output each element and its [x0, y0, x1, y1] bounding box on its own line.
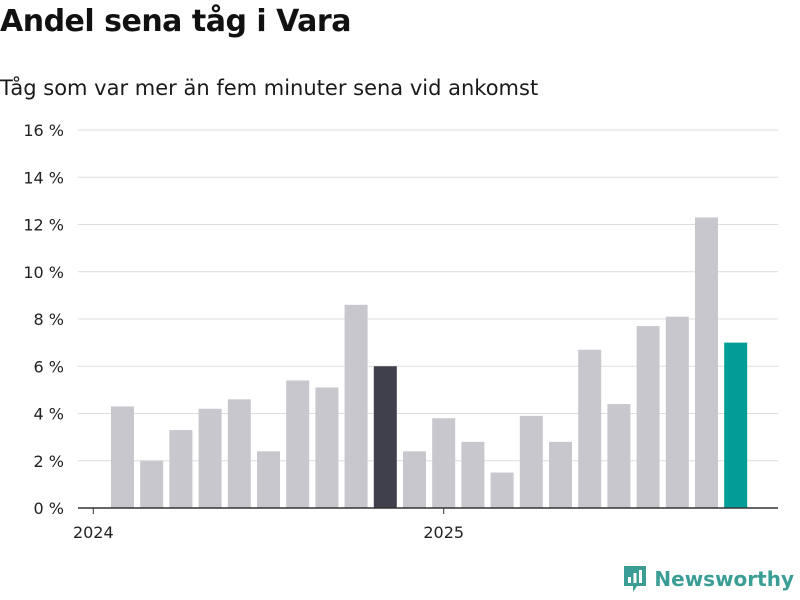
- bar-2024-05: [227, 399, 251, 508]
- bar-2024-03: [169, 430, 193, 508]
- x-axis: 2024 2025: [73, 507, 778, 542]
- bar-2024-08: [315, 387, 339, 508]
- bar-2025-08: [665, 316, 689, 508]
- chart-subtitle: Tåg som var mer än fem minuter sena vid …: [0, 76, 539, 100]
- bar-2025-06: [607, 404, 631, 508]
- bar-2025-04: [549, 441, 572, 508]
- bar-2024-07: [286, 380, 310, 508]
- bar-2024-02: [140, 460, 164, 508]
- y-tick-label: 4 %: [34, 405, 64, 424]
- newsworthy-logo: Newsworthy: [622, 564, 794, 594]
- x-tick-label: 2025: [423, 523, 464, 542]
- y-tick-label: 14 %: [23, 168, 64, 187]
- bar-2024-06: [257, 451, 280, 508]
- y-tick-label: 16 %: [23, 121, 64, 140]
- y-tick-label: 12 %: [23, 216, 64, 235]
- y-tick-label: 2 %: [34, 452, 64, 471]
- bar-2025-01: [461, 441, 485, 508]
- newsworthy-logo-icon: [624, 566, 647, 592]
- y-axis-ticks: 0 % 2 % 4 % 6 % 8 % 10 % 12 % 14 % 16 %: [23, 121, 64, 518]
- y-tick-label: 8 %: [34, 310, 64, 329]
- chart-title: Andel sena tåg i Vara: [0, 4, 351, 39]
- bar-2024-10: [373, 366, 397, 508]
- bar-2024-01: [111, 406, 134, 508]
- gridlines: [78, 129, 778, 462]
- bar-2025-03: [519, 415, 543, 508]
- bars: [111, 217, 748, 508]
- bar-2025-05: [578, 349, 602, 508]
- bar-2024-12: [432, 418, 456, 508]
- bar-2024-11: [403, 451, 426, 508]
- bar-2024-09: [344, 304, 368, 508]
- y-tick-label: 0 %: [34, 499, 64, 518]
- bar-2025-10: [724, 342, 748, 508]
- y-tick-label: 10 %: [23, 263, 64, 282]
- bar-2025-09: [695, 217, 718, 508]
- newsworthy-logo-text: Newsworthy: [654, 567, 794, 591]
- bar-2024-04: [198, 408, 222, 508]
- bar-2025-02: [490, 472, 514, 508]
- bar-2025-07: [636, 326, 660, 508]
- y-tick-label: 6 %: [34, 357, 64, 376]
- x-tick-label: 2024: [73, 523, 114, 542]
